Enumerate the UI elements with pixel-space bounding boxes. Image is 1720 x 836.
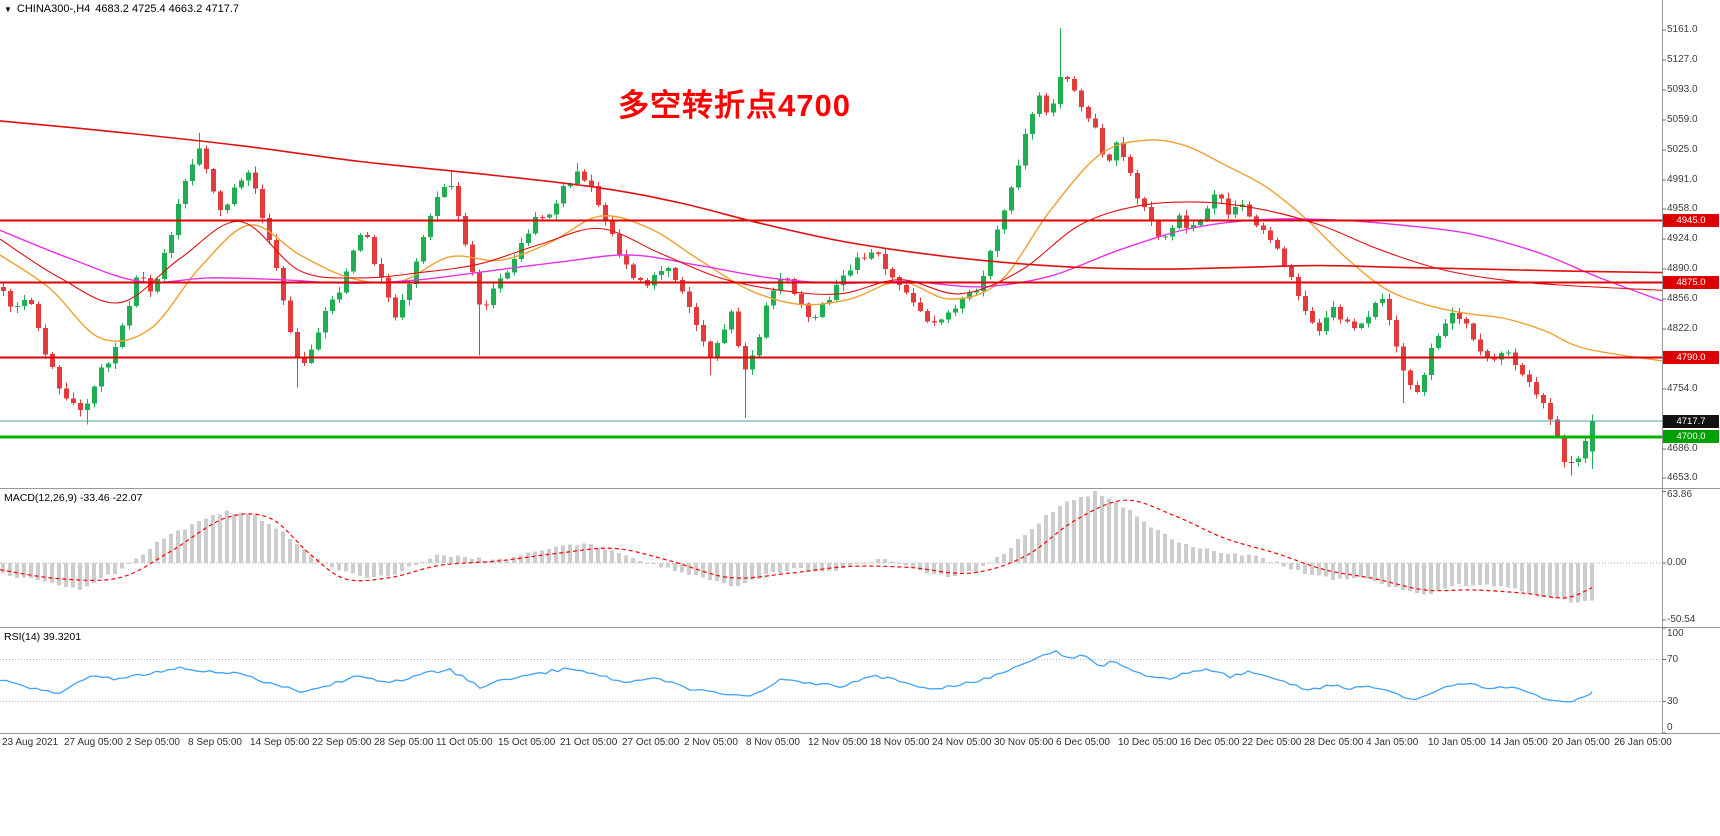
- chart-annotation-text[interactable]: 多空转折点4700: [618, 88, 851, 123]
- chart-ohlc-values: 4683.2 4725.4 4663.2 4717.7: [95, 3, 240, 15]
- symbol-dropdown-icon[interactable]: ▼: [4, 4, 12, 14]
- price-tick-label: 4991.0: [1667, 174, 1698, 185]
- level-lines-layer: [0, 219, 1662, 439]
- date-tick-label: 28 Dec 05:00: [1304, 737, 1364, 748]
- price-tick-label: 5025.0: [1667, 144, 1698, 155]
- date-tick-label: 12 Nov 05:00: [808, 737, 868, 748]
- price-tick-label: 4653.0: [1667, 472, 1698, 484]
- rsi-indicator-label: RSI(14) 39.3201: [4, 631, 82, 643]
- date-tick-label: 22 Sep 05:00: [312, 737, 372, 748]
- date-tick-label: 10 Dec 05:00: [1118, 737, 1178, 748]
- rsi-levels-layer: [0, 659, 1662, 702]
- date-tick-label: 6 Dec 05:00: [1056, 737, 1110, 748]
- rsi-tick-label: 0: [1667, 722, 1673, 733]
- price-badge-red: 4875.0: [1663, 275, 1719, 289]
- date-tick-label: 16 Dec 05:00: [1180, 737, 1240, 748]
- macd-layer: [0, 491, 1662, 603]
- price-tick-label: 5093.0: [1667, 84, 1698, 95]
- rsi-tick-label: 100: [1667, 628, 1684, 639]
- rsi-tick-label: 70: [1667, 653, 1679, 665]
- date-tick-label: 22 Dec 05:00: [1242, 737, 1302, 748]
- chart-symbol-timeframe: CHINA300-,H4: [16, 3, 91, 15]
- date-tick-label: 10 Jan 05:00: [1428, 737, 1486, 748]
- date-tick-label: 30 Nov 05:00: [994, 737, 1054, 748]
- date-tick-label: 24 Nov 05:00: [932, 737, 992, 748]
- price-tick-label: 4822.0: [1667, 323, 1698, 335]
- candles-layer: [1, 28, 1595, 476]
- rsi-tick-label: 30: [1667, 695, 1679, 707]
- macd-tick-label: 0.00: [1667, 557, 1687, 569]
- macd-indicator-label: MACD(12,26,9) -33.46 -22.07: [4, 492, 143, 504]
- price-badge-red: 4790.0: [1663, 350, 1719, 364]
- date-tick-label: 15 Oct 05:00: [498, 737, 556, 748]
- price-tick-label: 5127.0: [1667, 54, 1698, 65]
- price-tick-label: 5161.0: [1667, 24, 1698, 35]
- price-tick-label: 4686.0: [1667, 443, 1698, 455]
- date-tick-label: 4 Jan 05:00: [1366, 737, 1419, 748]
- chart-title-bar: ▼ CHINA300-,H4 4683.2 4725.4 4663.2 4717…: [4, 3, 239, 15]
- price-tick-label: 4856.0: [1667, 293, 1698, 305]
- price-tick-label: 4890.0: [1667, 263, 1698, 275]
- price-tick-label: 4924.0: [1667, 233, 1698, 245]
- macd-tick-label: -50.54: [1667, 613, 1696, 625]
- date-tick-label: 2 Nov 05:00: [684, 737, 738, 748]
- price-tick-label: 5059.0: [1667, 114, 1698, 125]
- date-tick-label: 8 Sep 05:00: [188, 737, 242, 748]
- date-tick-label: 21 Oct 05:00: [560, 737, 618, 748]
- price-badge-green: 4700.0: [1663, 430, 1719, 444]
- frame-layer: [0, 0, 1720, 734]
- rsi-line-layer: [0, 650, 1593, 703]
- date-tick-label: 8 Nov 05:00: [746, 737, 800, 748]
- price-tick-label: 4754.0: [1667, 383, 1698, 395]
- date-tick-label: 26 Jan 05:00: [1614, 737, 1672, 748]
- macd-tick-label: 63.86: [1667, 489, 1693, 500]
- date-tick-label: 2 Sep 05:00: [126, 737, 180, 748]
- date-tick-label: 14 Jan 05:00: [1490, 737, 1548, 748]
- price-badge-red: 4945.0: [1663, 214, 1719, 228]
- macd-signal-layer: [0, 499, 1593, 599]
- date-tick-label: 28 Sep 05:00: [374, 737, 434, 748]
- moving-averages-layer: [0, 120, 1663, 362]
- price-badge-bid: 4717.7: [1663, 414, 1719, 428]
- price-tick-label: 4958.0: [1667, 203, 1698, 215]
- date-tick-label: 23 Aug 2021: [2, 737, 59, 748]
- date-tick-label: 20 Jan 05:00: [1552, 737, 1610, 748]
- date-tick-label: 27 Aug 05:00: [64, 737, 123, 748]
- date-tick-label: 14 Sep 05:00: [250, 737, 310, 748]
- date-tick-label: 27 Oct 05:00: [622, 737, 680, 748]
- date-tick-label: 11 Oct 05:00: [436, 737, 493, 748]
- date-tick-label: 18 Nov 05:00: [870, 737, 930, 748]
